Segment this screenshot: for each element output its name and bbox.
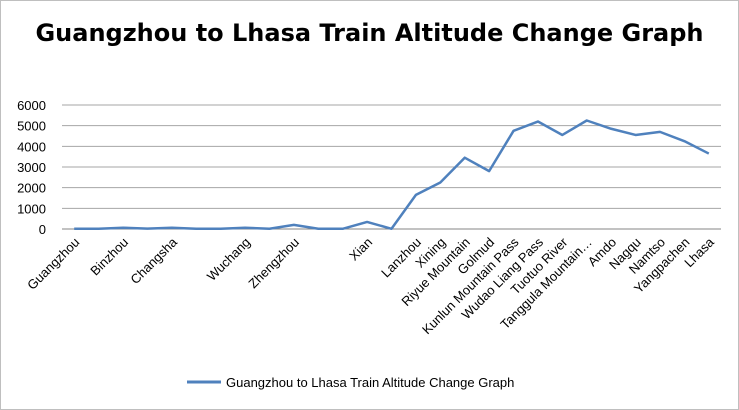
y-tick-label: 0 bbox=[39, 222, 46, 237]
x-tick-label: Zhengzhou bbox=[245, 235, 302, 292]
y-tick-label: 5000 bbox=[17, 119, 46, 134]
chart-title: Guangzhou to Lhasa Train Altitude Change… bbox=[35, 19, 704, 47]
x-tick-label: Wuchang bbox=[204, 235, 253, 284]
series-line bbox=[74, 119, 710, 231]
y-tick-label: 1000 bbox=[17, 201, 46, 216]
y-tick-label: 6000 bbox=[17, 98, 46, 113]
legend: Guangzhou to Lhasa Train Altitude Change… bbox=[187, 375, 514, 390]
y-tick-label: 2000 bbox=[17, 181, 46, 196]
x-tick-label: Binzhou bbox=[87, 235, 131, 279]
y-tick-label: 4000 bbox=[17, 139, 46, 154]
x-tick-label: Xian bbox=[346, 235, 375, 264]
legend-label: Guangzhou to Lhasa Train Altitude Change… bbox=[226, 375, 514, 390]
x-tick-label: Changsha bbox=[127, 234, 180, 287]
y-tick-label: 3000 bbox=[17, 160, 46, 175]
x-tick-label: Guangzhou bbox=[24, 235, 82, 293]
